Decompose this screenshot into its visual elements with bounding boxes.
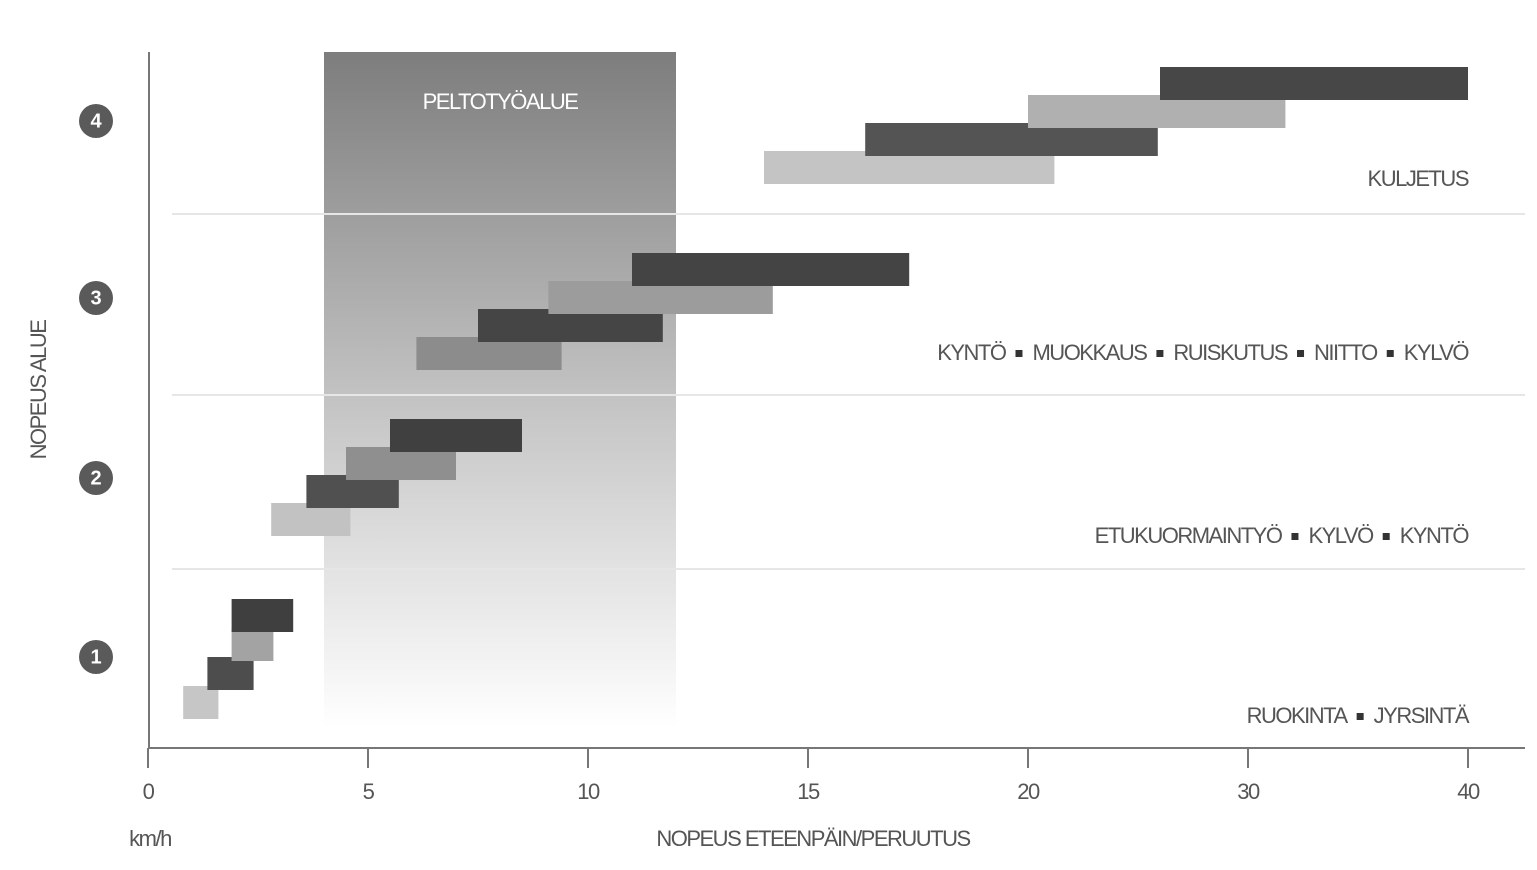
range-bar [478,309,663,342]
activity-label: KYLVÖ [1308,523,1374,548]
x-unit: km/h [129,826,171,851]
range-bar [416,337,562,370]
range-bar [231,599,294,632]
range-bar [390,419,522,452]
range-bar [548,281,773,314]
range-bar [865,123,1158,156]
range-bar [306,475,399,508]
x-tick-label: 10 [577,779,600,804]
group-label: 4 [90,110,102,132]
range-bar [1160,67,1468,100]
range-bar [1028,95,1286,128]
group-badge [79,281,113,315]
x-tick-label: 15 [797,779,820,804]
activity-label: MUOKKAUS [1032,340,1147,365]
activity-label: NIITTO [1314,340,1378,365]
x-tick-label: 40 [1457,779,1480,804]
activity-label: ETUKUORMAINTYÖ [1095,523,1283,548]
x-tick-label: 5 [363,779,375,804]
activity-label: JYRSINTÄ [1374,703,1470,728]
range-bar [632,253,910,286]
range-bar [183,686,219,719]
y-axis-label: NOPEUS ALUE [26,320,51,460]
separator-square [1356,713,1364,720]
group-label: 2 [90,467,101,489]
group-badge [79,461,113,495]
range-bar [346,447,456,480]
region-layer [324,52,676,728]
separator-square [1156,350,1164,357]
region [324,52,676,728]
separator-square [1291,533,1299,540]
x-tick-label: 0 [143,779,155,804]
activity-label: KULJETUS [1368,166,1469,191]
activity-label: RUOKINTA [1247,703,1349,728]
range-bar [231,628,274,661]
separator-square [1382,533,1390,540]
activity-label: RUISKUTUS [1173,340,1287,365]
range-bar [764,151,1055,184]
bar-layer [183,67,1468,719]
separator-square [1015,350,1023,357]
range-bar [207,657,254,690]
x-tick-label: 20 [1017,779,1040,804]
range-bar [271,503,351,536]
x-axis-label: NOPEUS ETEENPÄIN/PERUUTUS [656,826,970,851]
separator-square [1386,350,1394,357]
activity-label: KYNTÖ [937,340,1007,365]
activity-label: KYNTÖ [1400,523,1470,548]
x-tick-label: 30 [1237,779,1260,804]
activity-label: KYLVÖ [1404,340,1470,365]
group-badge [79,640,113,674]
separator-square [1297,350,1305,357]
group-label: 3 [90,287,101,309]
group-label: 1 [90,646,101,668]
group-badge [79,104,113,138]
region-label: PELTOTYÖALUE [423,89,579,114]
